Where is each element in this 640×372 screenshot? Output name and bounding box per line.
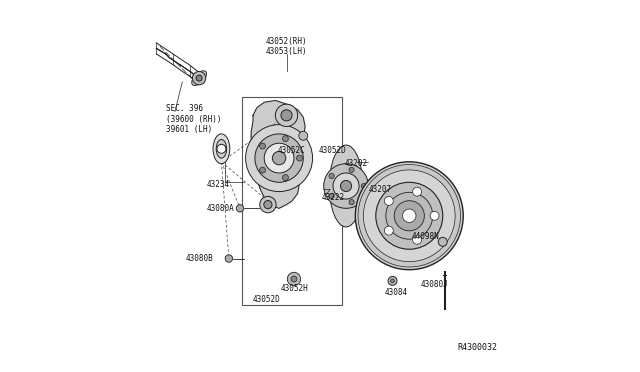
Circle shape — [324, 164, 369, 208]
Circle shape — [260, 196, 276, 213]
Circle shape — [287, 272, 301, 286]
Text: 43084: 43084 — [385, 288, 408, 296]
Circle shape — [385, 196, 393, 205]
Circle shape — [364, 170, 455, 262]
Circle shape — [296, 155, 303, 161]
Circle shape — [193, 71, 206, 85]
Text: SEC. 396
(39600 (RH))
39601 (LH): SEC. 396 (39600 (RH)) 39601 (LH) — [166, 104, 221, 134]
Circle shape — [413, 235, 422, 244]
Text: 43052H: 43052H — [281, 284, 308, 293]
Circle shape — [376, 182, 443, 249]
Circle shape — [329, 173, 334, 179]
Text: 43080A: 43080A — [207, 204, 234, 213]
Circle shape — [349, 199, 354, 205]
Circle shape — [394, 201, 424, 231]
Circle shape — [349, 167, 354, 173]
Circle shape — [299, 131, 308, 140]
Circle shape — [217, 144, 226, 153]
Circle shape — [388, 276, 397, 285]
Circle shape — [291, 276, 297, 282]
Circle shape — [255, 134, 303, 182]
Circle shape — [385, 226, 393, 235]
Circle shape — [358, 164, 461, 267]
Circle shape — [386, 192, 433, 239]
Text: 43052D: 43052D — [318, 146, 346, 155]
Circle shape — [403, 209, 416, 222]
Text: 43207: 43207 — [369, 185, 392, 194]
Text: 43222: 43222 — [322, 193, 345, 202]
Text: 43080B: 43080B — [186, 254, 214, 263]
Text: 43202: 43202 — [344, 159, 367, 168]
Circle shape — [260, 167, 266, 173]
Circle shape — [236, 205, 244, 212]
Text: 43052D: 43052D — [253, 295, 281, 304]
Circle shape — [329, 193, 334, 199]
Circle shape — [264, 143, 294, 173]
Circle shape — [438, 237, 447, 246]
Circle shape — [333, 173, 359, 199]
Circle shape — [355, 162, 463, 270]
Text: 43080J: 43080J — [420, 280, 448, 289]
Ellipse shape — [192, 71, 207, 86]
Circle shape — [281, 110, 292, 121]
Text: 43234: 43234 — [207, 180, 230, 189]
Text: 43052C: 43052C — [277, 146, 305, 155]
Circle shape — [196, 75, 202, 81]
Circle shape — [390, 279, 394, 283]
Circle shape — [225, 255, 232, 262]
Circle shape — [264, 201, 272, 209]
Polygon shape — [251, 100, 305, 208]
Text: R4300032: R4300032 — [458, 343, 498, 352]
Circle shape — [246, 125, 312, 192]
Circle shape — [273, 151, 286, 165]
Circle shape — [282, 174, 289, 180]
Circle shape — [340, 180, 351, 192]
Circle shape — [282, 136, 289, 142]
Circle shape — [362, 183, 367, 189]
Text: 44098N: 44098N — [411, 232, 439, 241]
Text: 43052(RH)
43053(LH): 43052(RH) 43053(LH) — [266, 37, 307, 56]
Circle shape — [275, 104, 298, 126]
Circle shape — [430, 211, 439, 220]
Ellipse shape — [216, 140, 227, 158]
Circle shape — [413, 187, 422, 196]
Circle shape — [260, 143, 266, 149]
Ellipse shape — [213, 134, 230, 164]
Bar — [242, 97, 342, 305]
Ellipse shape — [330, 145, 363, 227]
